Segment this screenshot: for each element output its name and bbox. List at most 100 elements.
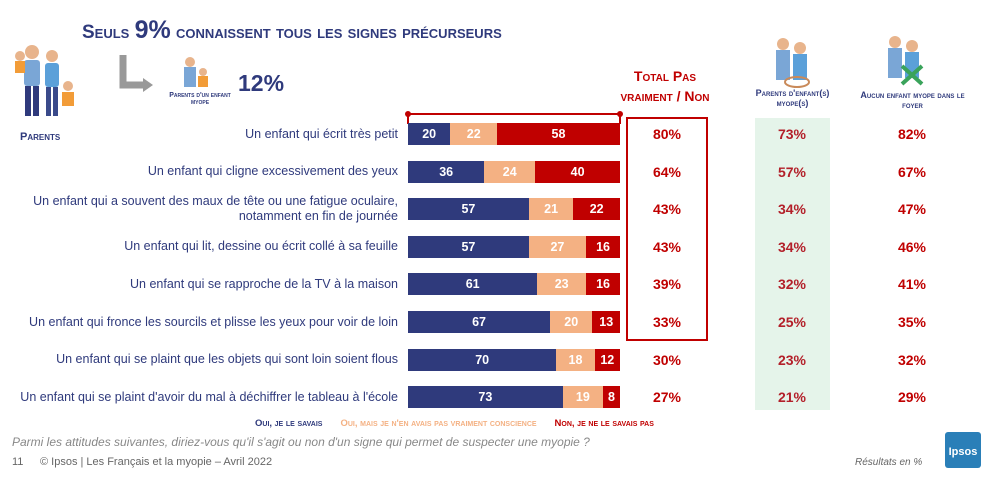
category-label: Un enfant qui se plaint que les objets q… <box>56 352 398 367</box>
page-number: 11 <box>12 456 24 468</box>
subgroup-title: Aucun enfant myope dans le foyer <box>860 90 965 110</box>
category-label: Un enfant qui cligne excessivement des y… <box>147 164 398 179</box>
bar-value-label: 22 <box>466 127 481 141</box>
subgroup-highlight <box>755 118 830 410</box>
bar-segment: 57 <box>408 235 529 258</box>
subgroup-value: 32% <box>777 276 807 293</box>
legend-item: Oui, mais je n'en avais pas vraiment con… <box>340 418 537 429</box>
total-value: 27% <box>652 389 682 406</box>
bar-value-label: 67 <box>472 315 486 329</box>
title-part: connaissent tous les signes précurseurs <box>176 22 502 43</box>
bar-value-label: 16 <box>596 277 610 292</box>
bar-segment: 19 <box>562 386 604 409</box>
total-value: 43% <box>652 201 682 218</box>
bar-segment: 73 <box>408 386 563 409</box>
note: Résultats en % <box>855 457 923 468</box>
category-label: Un enfant qui se rapproche de la TV à la… <box>130 276 398 291</box>
bar-segment: 70 <box>408 348 557 371</box>
subgroup-value: 23% <box>777 351 807 368</box>
bar-value-label: 61 <box>465 277 480 292</box>
legend-item: Oui, je le savais <box>255 418 323 429</box>
bar-value-label: 23 <box>554 277 569 292</box>
bar-segment: 22 <box>450 123 498 145</box>
question: Parmi les attitudes suivantes, diriez-vo… <box>12 435 590 449</box>
group-label: Parents <box>20 131 61 143</box>
bar-segment: 22 <box>573 198 620 221</box>
bar-segment: 61 <box>408 273 538 296</box>
category-label: Un enfant qui se plaint d'avoir du mal à… <box>20 389 398 404</box>
group-icon-1 <box>776 38 810 88</box>
title: Seuls 9% connaissent tous les signes pré… <box>82 16 502 45</box>
legend: Oui, je le savais Oui, mais je n'en avais… <box>255 418 725 429</box>
bar-segment: 67 <box>408 311 551 333</box>
bar-segment: 40 <box>535 160 620 183</box>
arrow-head <box>143 78 153 92</box>
bar-value-label: 12 <box>600 352 615 367</box>
callout-label: Parents d'un enfant myope <box>169 92 231 106</box>
subgroup-value: 34% <box>777 238 807 255</box>
total-value: 43% <box>652 238 682 255</box>
bar-segment: 16 <box>586 235 620 258</box>
category-label: Un enfant qui écrit très petit <box>245 126 398 141</box>
subgroup-value: 35% <box>897 314 927 330</box>
category-label: Un enfant qui lit, dessine ou écrit coll… <box>124 239 398 254</box>
bar-value-label: 20 <box>422 127 437 141</box>
bar-value-label: 20 <box>564 315 579 329</box>
bar-value-label: 73 <box>478 390 493 405</box>
parents-icon <box>15 45 74 116</box>
group-icon-2 <box>888 36 924 86</box>
bar-segment: 21 <box>528 198 574 221</box>
bar-segment: 24 <box>484 160 536 183</box>
bar-value-label: 18 <box>568 352 583 367</box>
subgroup-title: Parents d'enfant(s) myope(s) <box>755 88 830 108</box>
bar-segment: 57 <box>408 198 529 221</box>
bar-segment: 12 <box>594 348 620 371</box>
subgroup-value: 34% <box>777 201 807 218</box>
subgroup-value: 67% <box>897 163 927 180</box>
bar-value-label: 13 <box>599 315 614 329</box>
source: © Ipsos | Les Français et la myopie – Av… <box>40 456 273 468</box>
bracket <box>407 113 621 124</box>
subgroup-value: 47% <box>897 201 927 218</box>
bar-value-label: 70 <box>475 352 490 367</box>
bar-segment: 8 <box>603 386 620 409</box>
subgroup-value: 21% <box>777 389 807 406</box>
total-value: 30% <box>652 351 682 368</box>
bar-value-label: 16 <box>596 239 610 254</box>
subgroup-value: 25% <box>777 314 807 330</box>
total-title: Total Pas vraiment / Non <box>620 68 710 104</box>
bar-value-label: 27 <box>550 239 565 254</box>
bar-value-label: 8 <box>608 390 615 405</box>
category-label: Un enfant qui a souvent des maux de tête… <box>33 194 398 224</box>
callout-value: 12% <box>238 70 285 96</box>
bar-value-label: 21 <box>544 202 559 217</box>
arrow <box>119 55 145 89</box>
bar-segment: 27 <box>528 235 587 258</box>
subgroup-value: 73% <box>777 126 807 142</box>
bar-segment: 20 <box>408 123 451 145</box>
category-label: Un enfant qui fronce les sourcils et pli… <box>29 314 398 329</box>
bar-segment: 23 <box>537 273 587 296</box>
legend-item: Non, je ne le savais pas <box>554 418 654 429</box>
bar-segment: 13 <box>592 311 620 333</box>
myope-icon <box>184 57 208 87</box>
bracket-dot <box>617 111 623 117</box>
bracket-dot <box>405 111 411 117</box>
bar-segment: 18 <box>556 348 595 371</box>
subgroup-value: 32% <box>897 351 927 368</box>
bar-value-label: 36 <box>439 164 454 179</box>
logo: Ipsos <box>948 446 978 458</box>
subgroup-value: 46% <box>897 238 927 255</box>
bar-segment: 16 <box>586 273 620 296</box>
bar-value-label: 22 <box>589 202 604 217</box>
bar-value-label: 24 <box>502 164 517 179</box>
bar-segment: 58 <box>497 123 620 145</box>
total-value: 64% <box>652 163 682 180</box>
bar-value-label: 19 <box>575 390 590 405</box>
logo-box <box>945 432 981 468</box>
subgroup-value: 29% <box>897 389 927 406</box>
bar-segment: 36 <box>408 160 485 183</box>
total-value: 80% <box>652 126 682 142</box>
